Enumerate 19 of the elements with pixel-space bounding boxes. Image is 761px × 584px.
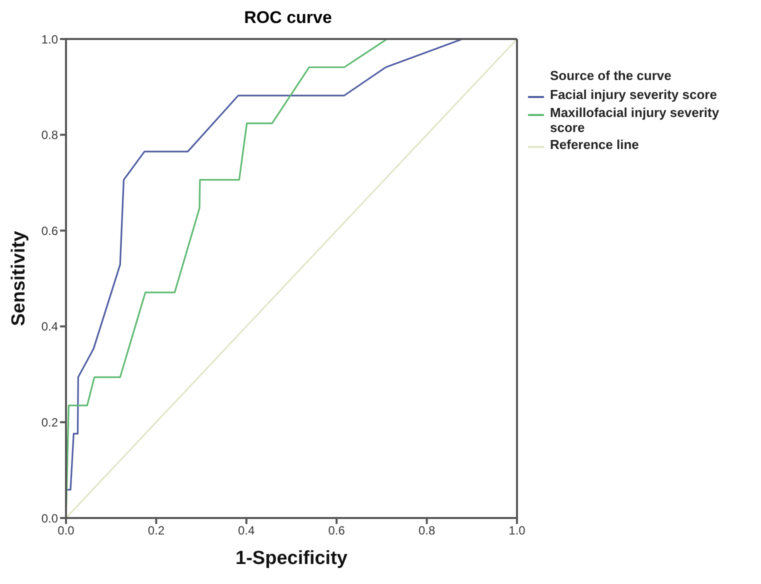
y-axis-title: Sensitivity: [8, 230, 30, 326]
x-tick-label: 0.8: [418, 524, 436, 538]
y-tick-label: 0.4: [41, 320, 58, 334]
x-tick-label: 0.0: [58, 524, 75, 538]
x-tick-label: 0.2: [148, 524, 165, 538]
y-tick-label: 0.8: [41, 128, 58, 142]
x-tick-label: 0.4: [238, 524, 256, 538]
y-tick-label: 0.0: [41, 511, 58, 526]
legend-label: Facial injury severity score: [550, 87, 717, 102]
chart-title: ROC curve: [243, 8, 333, 29]
y-tick-label: 0.2: [41, 415, 58, 430]
y-tick-label: 0.6: [41, 224, 58, 238]
y-tick-label: 1.0: [41, 32, 58, 46]
legend-title: Source of the curve: [550, 68, 672, 83]
x-tick-label: 0.6: [328, 524, 346, 538]
legend-label: Reference line: [550, 137, 639, 152]
x-axis-title: 1-Specificity: [236, 548, 348, 569]
x-tick-label: 1.0: [508, 524, 526, 538]
legend-label: Maxillofacial injury severity score: [550, 105, 720, 135]
